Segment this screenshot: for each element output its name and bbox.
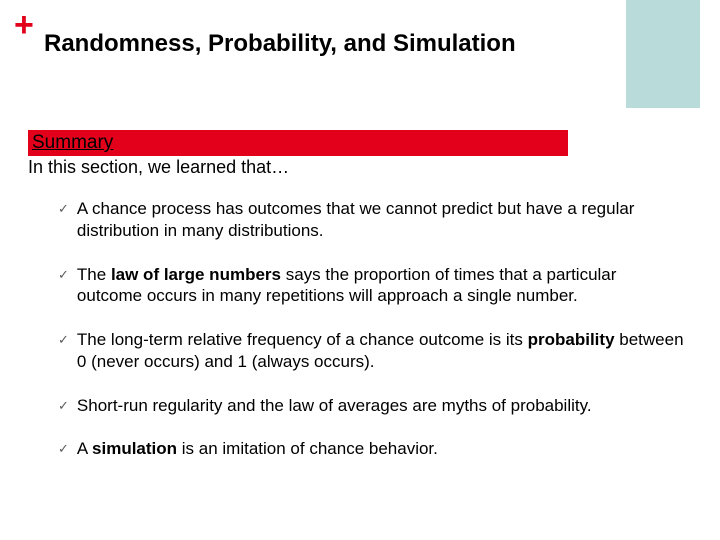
list-item: ✓ Short-run regularity and the law of ave… [58, 395, 686, 417]
list-item: ✓ The long-term relative frequency of a c… [58, 329, 686, 373]
plus-icon: + [14, 8, 34, 42]
bullet-text: Short-run regularity and the law of aver… [77, 395, 686, 417]
check-icon: ✓ [58, 441, 69, 458]
check-icon: ✓ [58, 332, 69, 349]
check-icon: ✓ [58, 201, 69, 218]
list-item: ✓ The law of large numbers says the propo… [58, 264, 686, 308]
bullet-list: ✓ A chance process has outcomes that we c… [58, 198, 686, 482]
bold-term: law of large numbers [111, 265, 281, 284]
bullet-text: The long-term relative frequency of a ch… [77, 329, 686, 373]
bullet-text: A chance process has outcomes that we ca… [77, 198, 686, 242]
bullet-text: A simulation is an imitation of chance b… [77, 438, 686, 460]
summary-heading: Summary [28, 130, 568, 156]
bold-term: simulation [92, 439, 177, 458]
list-item: ✓ A chance process has outcomes that we c… [58, 198, 686, 242]
intro-text: In this section, we learned that… [28, 157, 289, 178]
check-icon: ✓ [58, 398, 69, 415]
check-icon: ✓ [58, 267, 69, 284]
bold-term: probability [528, 330, 615, 349]
list-item: ✓ A simulation is an imitation of chance … [58, 438, 686, 460]
bullet-text: The law of large numbers says the propor… [77, 264, 686, 308]
page-title: Randomness, Probability, and Simulation [44, 30, 516, 58]
decor-box [626, 0, 700, 108]
